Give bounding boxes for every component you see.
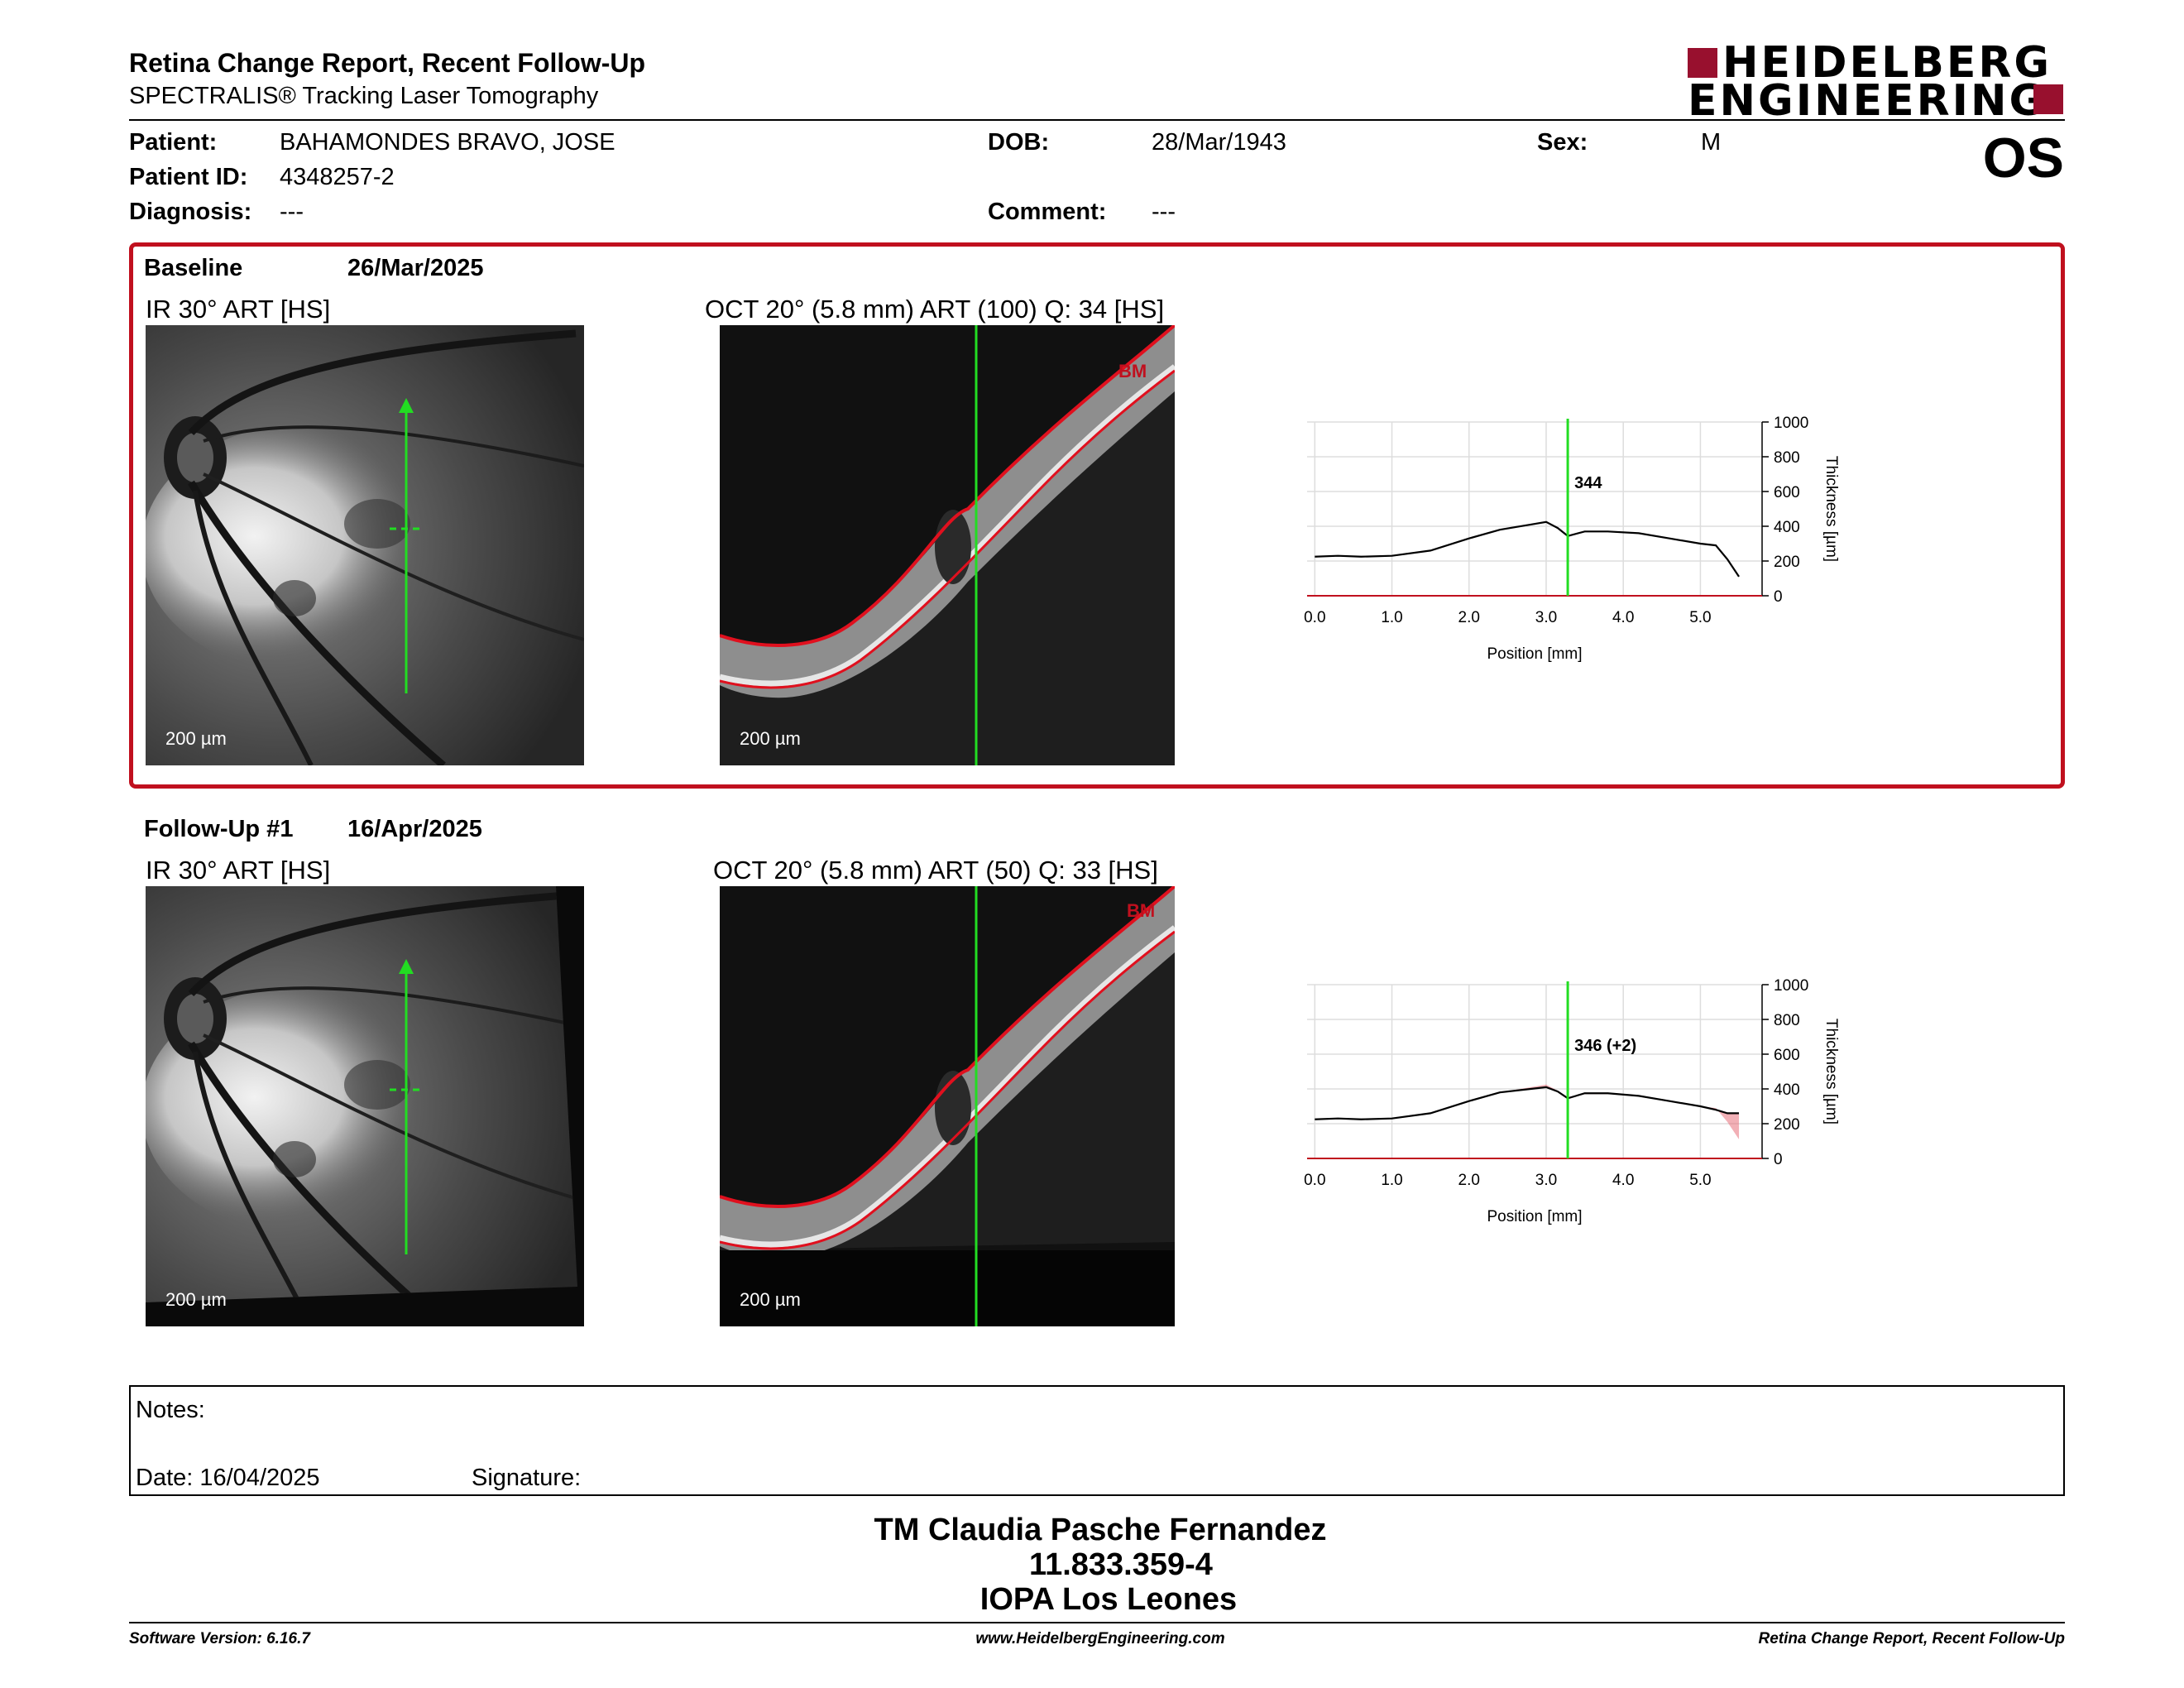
x-tick-label: 5.0 [1689,1172,1711,1189]
x-tick-label: 5.0 [1689,609,1711,626]
software-version: Software Version: 6.16.7 [129,1630,310,1647]
x-tick-label: 3.0 [1535,1172,1557,1189]
baseline-date: 26/Mar/2025 [347,255,484,281]
signer-institution: IOPA Los Leones [979,1582,1238,1617]
x-tick-label: 3.0 [1535,609,1557,626]
dob-value: 28/Mar/1943 [1152,129,1286,156]
followup-thickness-chart: 0 200 400 600 800 1000 0.0 1.0 2.0 3.0 4.0 5.0 Posit… [1291,968,1870,1241]
x-tick-label: 1.0 [1381,609,1402,626]
notes-date: Date: 16/04/2025 [136,1465,320,1491]
report-title: Retina Change Report, Recent Follow-Up [129,48,646,78]
baseline-oct-title: OCT 20° (5.8 mm) ART (100) Q: 34 [HS] [705,295,1165,324]
followup-oct-scale-label: 200 µm [740,1289,801,1310]
y-tick-label: 800 [1774,1012,1800,1029]
baseline-thickness-chart: 0 200 400 600 800 1000 0.0 1.0 2.0 3.0 4.0 5.0 Posit… [1291,405,1870,679]
sex-value: M [1701,129,1722,156]
signer-id: 11.833.359-4 [1029,1547,1213,1582]
thickness-profile-line [1315,520,1740,578]
baseline-ir-fundus-image[interactable] [146,325,584,765]
followup-ir-scale-label: 200 µm [165,1289,227,1310]
baseline-label: Baseline [144,255,243,281]
y-tick-label: 1000 [1774,415,1808,432]
followup-bm-label: BM [1127,900,1156,921]
baseline-ir-title: IR 30° ART [HS] [146,295,331,324]
x-tick-label: 0.0 [1304,609,1325,626]
notes-box[interactable] [129,1385,2065,1496]
logo-square-icon [1688,48,1717,78]
thickness-profile-line [1315,1086,1740,1120]
x-tick-label: 2.0 [1458,1172,1480,1189]
comment-label: Comment: [988,199,1107,225]
x-tick-label: 1.0 [1381,1172,1402,1189]
followup-ir-title: IR 30° ART [HS] [146,856,331,885]
y-tick-label: 200 [1774,554,1800,571]
x-axis-label: Position [mm] [1487,645,1582,663]
x-tick-label: 4.0 [1612,609,1634,626]
baseline-section-frame [129,242,2065,789]
report-name-footer: Retina Change Report, Recent Follow-Up [1758,1630,2065,1647]
footer-divider [129,1622,2065,1623]
x-tick-label: 4.0 [1612,1172,1634,1189]
signer-name: TM Claudia Pasche Fernandez [874,1513,1327,1547]
logo-line-1: HEIDELBERG [1722,38,2052,88]
followup-ir-fundus-image[interactable] [146,886,584,1326]
y-tick-label: 1000 [1774,977,1808,995]
y-axis-label: Thickness [µm] [1822,1019,1840,1125]
notes-label: Notes: [136,1397,205,1423]
followup-label: Follow-Up #1 [144,816,294,842]
followup-oct-bscan-image[interactable] [720,886,1175,1326]
x-axis-label: Position [mm] [1487,1208,1582,1225]
y-tick-label: 600 [1774,484,1800,501]
thickness-change-area [1315,1084,1740,1139]
report-subtitle: SPECTRALIS® Tracking Laser Tomography [129,83,599,109]
sex-label: Sex: [1537,129,1588,156]
comment-value: --- [1152,199,1176,225]
logo-square-icon-2 [2033,84,2063,114]
chart-grid [1307,984,1762,1159]
baseline-ir-scale-label: 200 µm [165,728,227,749]
followup-oct-title: OCT 20° (5.8 mm) ART (50) Q: 33 [HS] [713,856,1158,885]
patient-id-label: Patient ID: [129,164,248,190]
y-tick-label: 0 [1774,1151,1783,1168]
y-axis-label: Thickness [µm] [1822,456,1840,562]
y-tick-label: 0 [1774,588,1783,606]
y-tick-label: 400 [1774,519,1800,536]
followup-date: 16/Apr/2025 [347,816,482,842]
website-link[interactable]: www.HeidelbergEngineering.com [975,1630,1225,1647]
baseline-oct-scale-label: 200 µm [740,728,801,749]
y-tick-label: 600 [1774,1047,1800,1064]
patient-label: Patient: [129,129,218,156]
diagnosis-value: --- [280,199,304,225]
baseline-bm-label: BM [1118,361,1147,381]
y-tick-label: 800 [1774,449,1800,467]
y-tick-label: 200 [1774,1116,1800,1134]
patient-value: BAHAMONDES BRAVO, JOSE [280,129,615,156]
diagnosis-label: Diagnosis: [129,199,252,225]
patient-id-value: 4348257-2 [280,164,395,190]
eye-indicator: OS [1982,127,2064,189]
header-divider [129,119,2065,121]
y-tick-label: 400 [1774,1081,1800,1099]
signature-label: Signature: [472,1465,582,1491]
marker-value-label: 346 (+2) [1574,1037,1636,1055]
chart-grid [1307,421,1762,597]
marker-value-label: 344 [1574,474,1602,492]
baseline-oct-bscan-image[interactable] [720,325,1175,765]
heidelberg-logo: HEIDELBERG ENGINEERING [1688,41,2067,122]
logo-line-2: ENGINEERING [1688,76,2048,126]
dob-label: DOB: [988,129,1050,156]
x-tick-label: 2.0 [1458,609,1480,626]
x-tick-label: 0.0 [1304,1172,1325,1189]
